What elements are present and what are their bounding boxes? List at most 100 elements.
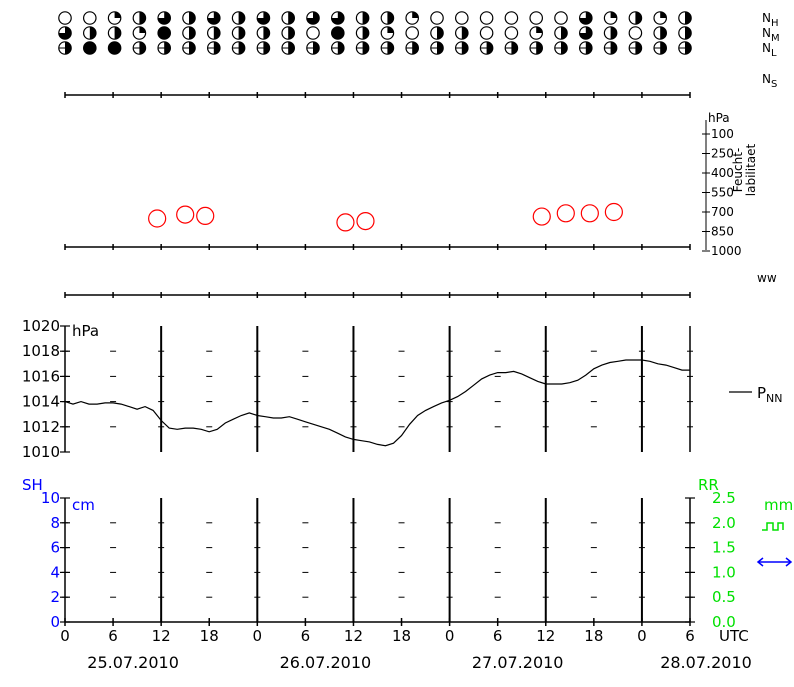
cloud-symbol bbox=[603, 41, 618, 55]
cloud-symbol-fill bbox=[158, 11, 171, 25]
ns-label: NS bbox=[762, 72, 777, 90]
snow-y-tick-label: 6 bbox=[50, 539, 60, 557]
cloud-symbol-fill bbox=[257, 11, 270, 25]
pressure-y-tick-label: 1020 bbox=[22, 317, 60, 335]
x-tick-label: 12 bbox=[536, 627, 555, 645]
pressure-y-tick-label: 1014 bbox=[22, 393, 60, 411]
snow-y-tick-label: 10 bbox=[41, 489, 60, 507]
cloud-symbol-ring bbox=[83, 11, 97, 25]
cloud-symbol-fill bbox=[288, 11, 295, 25]
snow-symbol-icon bbox=[756, 557, 793, 567]
pressure-y-ticks: 1010 1012 1014 1016 1018 1020 bbox=[22, 317, 70, 461]
cloud-symbol bbox=[678, 26, 692, 40]
cloud-symbol-fill bbox=[579, 26, 592, 40]
cloud-symbol bbox=[256, 26, 271, 40]
cloud-symbol-fill bbox=[238, 11, 245, 25]
cloud-symbol bbox=[182, 41, 196, 55]
pressure-series-line bbox=[64, 359, 690, 447]
cloud-symbol-fill bbox=[461, 26, 468, 40]
rain-unit: mm bbox=[764, 496, 793, 514]
nh-label: NH bbox=[762, 11, 779, 29]
cloud-symbol-fill bbox=[362, 11, 369, 25]
humidity-contours bbox=[148, 202, 623, 232]
cloud-symbol bbox=[306, 41, 320, 55]
cloud-symbol bbox=[281, 41, 295, 55]
cloud-symbol bbox=[58, 41, 72, 55]
pressure-unit: hPa bbox=[72, 322, 99, 340]
cloud-symbol-fill bbox=[362, 26, 369, 40]
cloud-symbol bbox=[157, 26, 171, 40]
cloud-symbol-fill bbox=[536, 26, 543, 33]
cloud-symbol bbox=[628, 11, 643, 25]
cloud-cover-labels: NH NM NL NS bbox=[762, 11, 780, 90]
pressure-y-tick-label: 1016 bbox=[22, 367, 60, 385]
cloud-symbol-fill bbox=[89, 26, 96, 40]
cloud-symbol bbox=[578, 41, 593, 55]
cloud-symbol bbox=[83, 11, 97, 25]
cloud-symbol bbox=[256, 11, 271, 25]
cloud-symbol bbox=[207, 11, 221, 25]
cloud-symbol-ring bbox=[479, 11, 494, 25]
humidity-level-label: 100 bbox=[711, 127, 734, 141]
x-tick-label: 18 bbox=[200, 627, 219, 645]
x-tick-label: 0 bbox=[637, 627, 647, 645]
cloud-symbol bbox=[58, 26, 72, 40]
cloud-symbol bbox=[479, 41, 494, 55]
cloud-symbol bbox=[83, 26, 97, 40]
cloud-symbol bbox=[628, 26, 643, 40]
cloud-symbol bbox=[554, 41, 568, 55]
rain-title: RR bbox=[698, 476, 719, 494]
humidity-level-label: 250 bbox=[711, 147, 734, 161]
cloud-symbol-fill bbox=[331, 26, 344, 40]
humidity-contour bbox=[148, 209, 167, 228]
snow-rain-day-lines bbox=[62, 498, 693, 626]
x-tick-label: 12 bbox=[152, 627, 171, 645]
cloud-symbol bbox=[330, 11, 345, 25]
humidity-contour bbox=[532, 207, 551, 226]
x-tick-label: 18 bbox=[392, 627, 411, 645]
rain-y-tick-label: 1.5 bbox=[712, 539, 736, 557]
pressure-y-tick-label: 1012 bbox=[22, 418, 60, 436]
nl-label: NL bbox=[762, 41, 777, 59]
x-axis-unit: UTC bbox=[719, 627, 749, 645]
cloud-symbol bbox=[207, 41, 221, 55]
cloud-symbol-fill bbox=[331, 11, 344, 25]
pressure-y-tick-label: 1018 bbox=[22, 342, 60, 360]
cloud-symbol-fill bbox=[189, 26, 196, 40]
rain-y-tick-label: 2.5 bbox=[712, 489, 736, 507]
x-tick-label: 12 bbox=[344, 627, 363, 645]
cloud-symbol-ring bbox=[628, 26, 643, 40]
cloud-symbol-fill bbox=[685, 26, 692, 40]
cloud-symbol bbox=[430, 26, 444, 40]
humidity-level-label: 700 bbox=[711, 205, 734, 219]
cloud-symbol-fill bbox=[114, 26, 121, 40]
cloud-symbol-ring bbox=[306, 26, 320, 40]
humidity-side-label-line-2: labilitaet bbox=[744, 143, 758, 196]
cloud-symbol bbox=[678, 41, 692, 55]
x-tick-label: 6 bbox=[301, 627, 311, 645]
humidity-contour bbox=[176, 205, 195, 224]
cloud-symbol bbox=[529, 11, 543, 25]
pressure-y-tick-label: 1010 bbox=[22, 443, 60, 461]
humidity-side-label: Feucht- labilitaet bbox=[731, 143, 758, 196]
humidity-contour bbox=[580, 204, 599, 223]
x-tick-label: 0 bbox=[60, 627, 70, 645]
cloud-symbol bbox=[628, 41, 643, 55]
cloud-symbol bbox=[380, 26, 395, 40]
cloud-symbol-fill bbox=[306, 11, 320, 25]
cloud-symbol bbox=[107, 41, 122, 55]
humidity-level-label: 400 bbox=[711, 166, 734, 180]
cloud-symbol bbox=[380, 11, 395, 25]
cloud-symbol bbox=[578, 11, 593, 25]
cloud-symbol-fill bbox=[158, 26, 171, 40]
cloud-symbol-fill bbox=[660, 11, 667, 18]
cloud-symbol-fill bbox=[58, 26, 72, 40]
humidity-contour bbox=[196, 206, 215, 225]
cloud-symbol bbox=[380, 41, 395, 55]
cloud-symbol bbox=[454, 41, 469, 55]
cloud-symbol-fill bbox=[114, 11, 121, 18]
x-axis-labels: 0 6 12 18 0 6 12 18 0 6 12 18 0 6 bbox=[60, 627, 695, 645]
pressure-day-lines bbox=[62, 326, 693, 452]
cloud-symbol-ring bbox=[430, 11, 444, 25]
